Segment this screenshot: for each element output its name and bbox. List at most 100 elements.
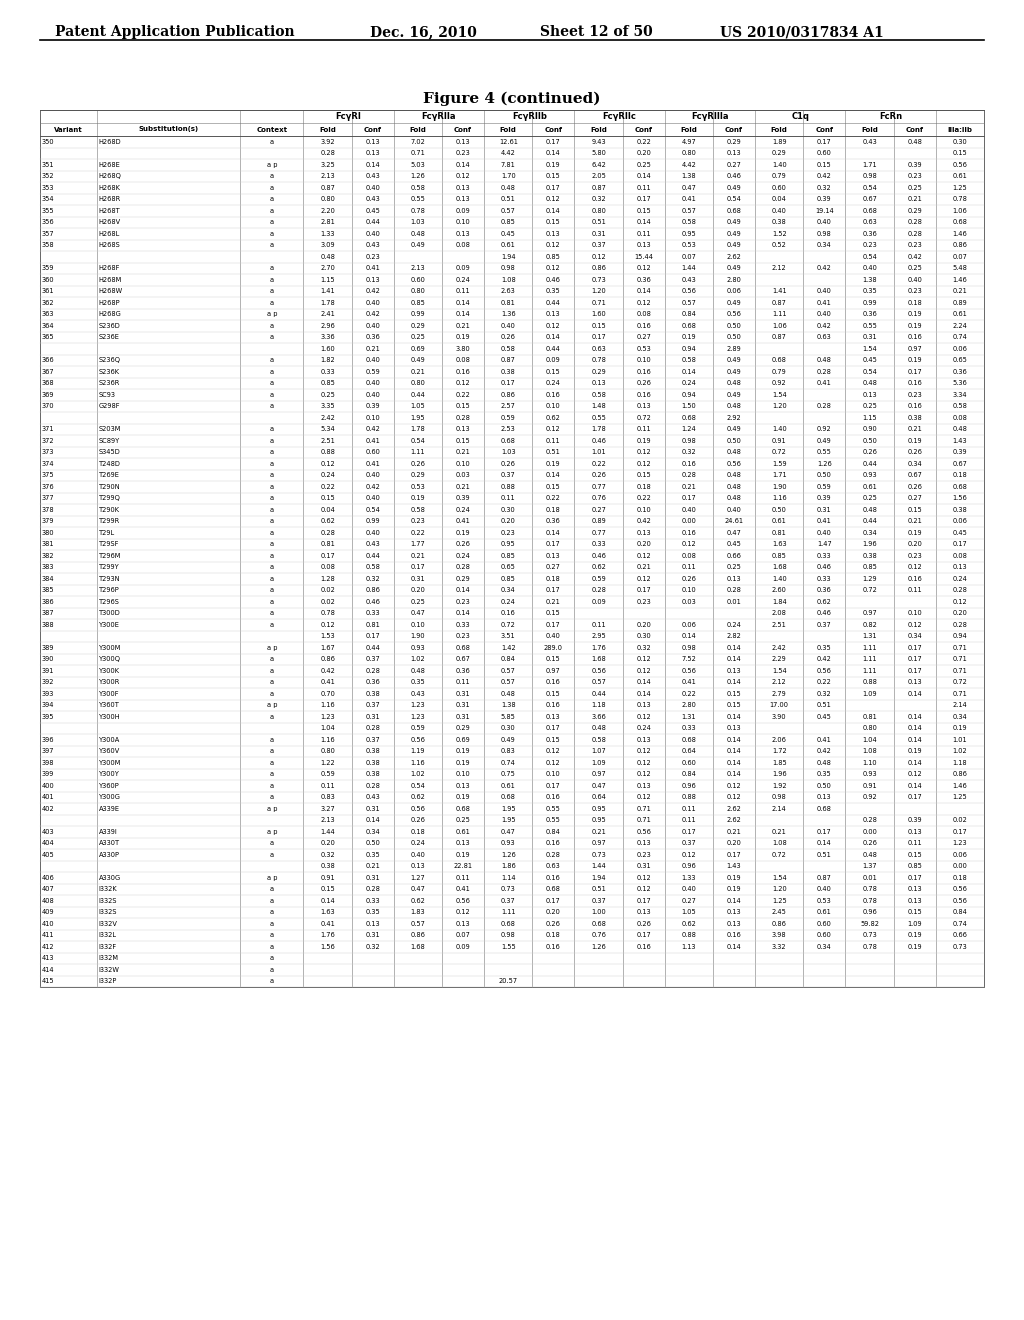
Text: 0.40: 0.40	[366, 323, 380, 329]
Text: 414: 414	[42, 966, 54, 973]
Text: 408: 408	[42, 898, 54, 904]
Text: 0.19: 0.19	[637, 438, 651, 444]
Text: I332M: I332M	[98, 956, 119, 961]
Text: 5.80: 5.80	[591, 150, 606, 156]
Text: 0.20: 0.20	[727, 841, 741, 846]
Text: 0.28: 0.28	[727, 587, 741, 593]
Text: 2.20: 2.20	[321, 207, 335, 214]
Text: 0.49: 0.49	[727, 300, 741, 306]
Text: 0.98: 0.98	[682, 438, 696, 444]
Text: 363: 363	[42, 312, 54, 317]
Text: 0.12: 0.12	[636, 771, 651, 777]
Text: 15.44: 15.44	[634, 253, 653, 260]
Text: 0.64: 0.64	[681, 748, 696, 754]
Text: 0.39: 0.39	[817, 197, 831, 202]
Text: 0.86: 0.86	[366, 587, 380, 593]
Text: 0.24: 0.24	[456, 507, 470, 512]
Text: 0.17: 0.17	[546, 139, 561, 145]
Text: 0.31: 0.31	[411, 576, 425, 582]
Text: H268V: H268V	[98, 219, 121, 226]
Text: 0.27: 0.27	[727, 162, 741, 168]
Text: Fold: Fold	[771, 127, 787, 132]
Text: a: a	[269, 426, 274, 432]
Text: a: a	[269, 507, 274, 512]
Text: 0.68: 0.68	[727, 207, 741, 214]
Text: 2.45: 2.45	[772, 909, 786, 915]
Text: 0.81: 0.81	[862, 714, 877, 719]
Text: 0.25: 0.25	[456, 817, 470, 824]
Text: a: a	[269, 438, 274, 444]
Text: 0.74: 0.74	[952, 334, 968, 341]
Text: 0.12: 0.12	[907, 622, 923, 628]
Text: 1.76: 1.76	[591, 644, 606, 651]
Text: 0.95: 0.95	[501, 541, 516, 548]
Text: 0.78: 0.78	[862, 898, 877, 904]
Text: 2.13: 2.13	[411, 265, 425, 271]
Text: 0.62: 0.62	[411, 898, 425, 904]
Text: 0.56: 0.56	[591, 668, 606, 673]
Text: I332S: I332S	[98, 898, 117, 904]
Text: 369: 369	[42, 392, 54, 397]
Text: 0.42: 0.42	[817, 748, 831, 754]
Text: 0.11: 0.11	[907, 841, 922, 846]
Text: 0.81: 0.81	[772, 529, 786, 536]
Text: 0.14: 0.14	[546, 334, 561, 341]
Text: 0.18: 0.18	[636, 483, 651, 490]
Text: 0.68: 0.68	[817, 805, 831, 812]
Text: 0.14: 0.14	[727, 760, 741, 766]
Text: 0.40: 0.40	[411, 851, 425, 858]
Text: 0.41: 0.41	[817, 737, 831, 743]
Text: 0.15: 0.15	[636, 207, 651, 214]
Text: 1.16: 1.16	[321, 737, 335, 743]
Text: a: a	[269, 714, 274, 719]
Text: 0.57: 0.57	[411, 921, 425, 927]
Text: 0.25: 0.25	[321, 392, 335, 397]
Text: 0.88: 0.88	[681, 795, 696, 800]
Text: 0.11: 0.11	[591, 622, 606, 628]
Text: H268M: H268M	[98, 277, 122, 282]
Text: 0.16: 0.16	[682, 529, 696, 536]
Text: 0.10: 0.10	[546, 771, 561, 777]
Text: 0.78: 0.78	[591, 358, 606, 363]
Text: 0.62: 0.62	[591, 564, 606, 570]
Text: 0.62: 0.62	[546, 414, 561, 421]
Text: 0.34: 0.34	[952, 714, 968, 719]
Text: 0.24: 0.24	[501, 599, 516, 605]
Text: 1.95: 1.95	[501, 805, 515, 812]
Text: S345D: S345D	[98, 449, 121, 455]
Text: 0.87: 0.87	[772, 334, 786, 341]
Text: a: a	[269, 243, 274, 248]
Text: 0.10: 0.10	[636, 507, 651, 512]
Text: 0.21: 0.21	[366, 863, 380, 870]
Text: 0.53: 0.53	[817, 898, 831, 904]
Text: 0.60: 0.60	[681, 760, 696, 766]
Text: 0.01: 0.01	[727, 599, 741, 605]
Text: 0.93: 0.93	[862, 473, 877, 478]
Text: 0.17: 0.17	[817, 829, 831, 834]
Text: 0.58: 0.58	[681, 219, 696, 226]
Text: 0.26: 0.26	[546, 921, 561, 927]
Text: 415: 415	[42, 978, 54, 985]
Text: a: a	[269, 576, 274, 582]
Text: 0.17: 0.17	[636, 932, 651, 939]
Text: 0.89: 0.89	[952, 300, 968, 306]
Text: 2.62: 2.62	[727, 805, 741, 812]
Text: a: a	[269, 690, 274, 697]
Text: 0.15: 0.15	[727, 702, 741, 709]
Text: 0.19: 0.19	[907, 323, 922, 329]
Text: 0.56: 0.56	[411, 737, 425, 743]
Text: 0.62: 0.62	[411, 795, 425, 800]
Text: 0.72: 0.72	[636, 414, 651, 421]
Text: 351: 351	[42, 162, 54, 168]
Text: 0.19: 0.19	[907, 944, 922, 950]
Text: 0.21: 0.21	[907, 519, 923, 524]
Text: 0.38: 0.38	[366, 690, 380, 697]
Text: 0.85: 0.85	[321, 380, 335, 387]
Text: 0.28: 0.28	[366, 886, 380, 892]
Text: a: a	[269, 966, 274, 973]
Text: 7.81: 7.81	[501, 162, 516, 168]
Text: 1.54: 1.54	[772, 875, 786, 880]
Text: 0.19: 0.19	[727, 875, 741, 880]
Text: 1.40: 1.40	[772, 426, 786, 432]
Text: 0.28: 0.28	[591, 587, 606, 593]
